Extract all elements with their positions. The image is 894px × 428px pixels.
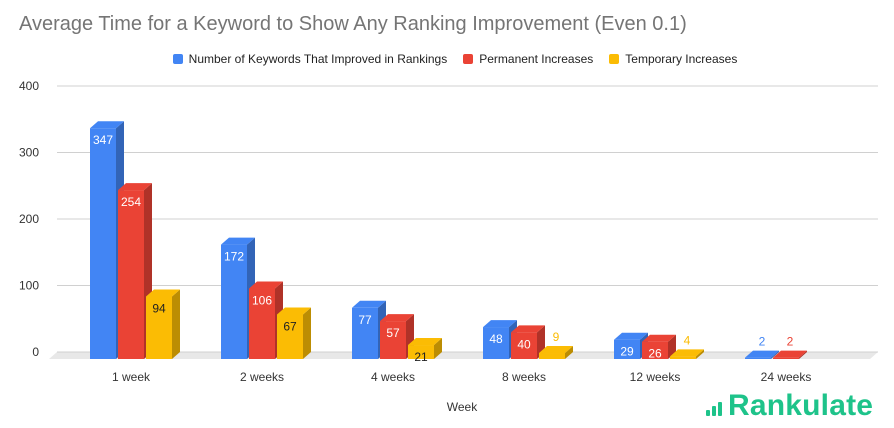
bar-top-permanent (380, 314, 414, 322)
data-label-temporary: 67 (283, 319, 297, 333)
bar-temporary (539, 353, 565, 359)
bar-improved (352, 307, 378, 359)
data-label-temporary: 94 (152, 301, 166, 315)
bar-permanent (642, 341, 668, 359)
chart-title: Average Time for a Keyword to Show Any R… (19, 13, 687, 35)
bar-temporary (277, 314, 303, 359)
bar-permanent (773, 357, 799, 359)
bar-side-temporary (696, 349, 704, 359)
legend-item-permanent[interactable]: Permanent Increases (463, 52, 593, 66)
bar-top-temporary (670, 349, 704, 357)
bar-side-permanent (799, 350, 807, 359)
bar-top-permanent (773, 350, 807, 358)
data-label-permanent: 106 (252, 294, 272, 308)
legend-swatch-permanent (463, 54, 474, 64)
data-label-temporary: 9 (553, 330, 560, 344)
data-label-improved: 172 (224, 250, 244, 264)
data-label-permanent: 40 (517, 337, 531, 351)
data-label-temporary: 4 (684, 333, 691, 347)
bar-top-temporary (539, 346, 573, 354)
legend-item-temporary[interactable]: Temporary Increases (609, 52, 737, 66)
bar-permanent (380, 321, 406, 359)
bar-permanent (249, 288, 275, 359)
legend: Number of Keywords That Improved in Rank… (0, 52, 894, 66)
bar-temporary (146, 296, 172, 359)
x-axis-title: Week (447, 400, 478, 414)
bar-side-temporary (434, 338, 442, 359)
y-tick-label: 100 (19, 279, 39, 293)
bar-top-permanent (642, 334, 676, 342)
bar-permanent (118, 190, 144, 359)
bar-side-improved (771, 350, 779, 359)
x-tick-label: 1 week (112, 370, 151, 384)
x-tick-label: 24 weeks (761, 370, 812, 384)
legend-swatch-temporary (609, 54, 620, 64)
data-label-improved: 2 (759, 335, 766, 349)
bar-top-temporary (408, 338, 442, 346)
brand-name: Rankulate (728, 389, 874, 422)
y-tick-label: 0 (32, 345, 39, 359)
bar-temporary (670, 356, 696, 359)
data-label-permanent: 26 (648, 347, 662, 361)
bar-side-temporary (172, 289, 180, 359)
legend-item-improved[interactable]: Number of Keywords That Improved in Rank… (172, 52, 448, 66)
legend-swatch-improved (172, 54, 183, 64)
data-label-temporary: 21 (414, 350, 428, 364)
legend-label-permanent: Permanent Increases (479, 52, 594, 66)
bar-top-permanent (511, 325, 545, 333)
bar-top-permanent (118, 183, 152, 191)
bar-improved (483, 327, 509, 359)
bar-top-improved (745, 350, 779, 358)
bar-permanent (511, 332, 537, 359)
y-tick-label: 300 (19, 146, 39, 160)
y-tick-label: 400 (19, 79, 39, 93)
data-label-permanent: 254 (121, 195, 141, 209)
bar-improved (221, 244, 247, 359)
bar-improved (614, 339, 640, 359)
bar-top-improved (614, 332, 648, 340)
bar-top-temporary (277, 307, 311, 315)
legend-label-temporary: Temporary Increases (625, 52, 738, 66)
data-label-improved: 48 (489, 332, 503, 346)
data-label-improved: 29 (620, 345, 634, 359)
bar-improved (90, 128, 116, 359)
bar-improved (745, 357, 771, 359)
legend-label-improved: Number of Keywords That Improved in Rank… (188, 52, 448, 66)
x-tick-label: 2 weeks (240, 370, 284, 384)
bar-top-improved (221, 237, 255, 245)
y-tick-label: 200 (19, 212, 39, 226)
data-label-improved: 347 (93, 133, 113, 147)
bar-temporary (408, 345, 434, 359)
bar-top-temporary (146, 289, 180, 297)
x-tick-label: 12 weeks (630, 370, 681, 384)
x-tick-label: 4 weeks (371, 370, 415, 384)
bar-side-temporary (303, 307, 311, 359)
x-tick-label: 8 weeks (502, 370, 546, 384)
data-label-permanent: 57 (386, 326, 400, 340)
bar-chart-icon (706, 402, 724, 416)
bar-top-permanent (249, 281, 283, 289)
bar-side-temporary (565, 346, 573, 359)
data-label-improved: 77 (358, 313, 372, 327)
bar-top-improved (483, 320, 517, 328)
bar-top-improved (90, 121, 124, 129)
rankulate-logo: Rankulate (706, 391, 873, 421)
bar-top-improved (352, 300, 386, 308)
data-label-permanent: 2 (787, 335, 794, 349)
